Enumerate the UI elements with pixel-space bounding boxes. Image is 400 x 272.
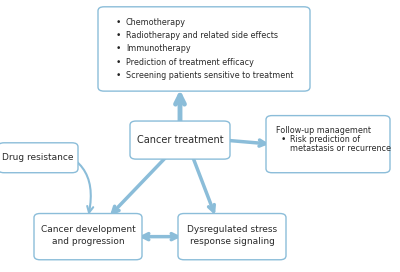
FancyBboxPatch shape: [34, 214, 142, 260]
Text: •: •: [280, 135, 286, 144]
Text: Cancer treatment: Cancer treatment: [137, 135, 223, 145]
FancyArrowPatch shape: [41, 147, 93, 213]
Text: Risk prediction of: Risk prediction of: [290, 135, 360, 144]
Text: •: •: [115, 71, 121, 80]
Text: Cancer development: Cancer development: [41, 225, 135, 234]
Text: response signaling: response signaling: [190, 237, 274, 246]
Text: and progression: and progression: [52, 237, 124, 246]
FancyBboxPatch shape: [266, 116, 390, 173]
Text: Chemotherapy: Chemotherapy: [126, 18, 186, 27]
Text: •: •: [115, 31, 121, 40]
Text: Screening patients sensitive to treatment: Screening patients sensitive to treatmen…: [126, 71, 293, 80]
Text: •: •: [115, 58, 121, 67]
FancyBboxPatch shape: [130, 121, 230, 159]
Text: Follow-up management: Follow-up management: [276, 125, 371, 135]
Text: •: •: [115, 18, 121, 27]
FancyBboxPatch shape: [178, 214, 286, 260]
Text: metastasis or recurrence: metastasis or recurrence: [290, 144, 391, 153]
Text: Immunotherapy: Immunotherapy: [126, 44, 191, 54]
FancyBboxPatch shape: [0, 143, 78, 173]
Text: Drug resistance: Drug resistance: [2, 153, 74, 162]
Text: •: •: [115, 44, 121, 54]
FancyBboxPatch shape: [98, 7, 310, 91]
Text: Radiotherapy and related side effects: Radiotherapy and related side effects: [126, 31, 278, 40]
Text: Dysregulated stress: Dysregulated stress: [187, 225, 277, 234]
Text: Prediction of treatment efficacy: Prediction of treatment efficacy: [126, 58, 254, 67]
